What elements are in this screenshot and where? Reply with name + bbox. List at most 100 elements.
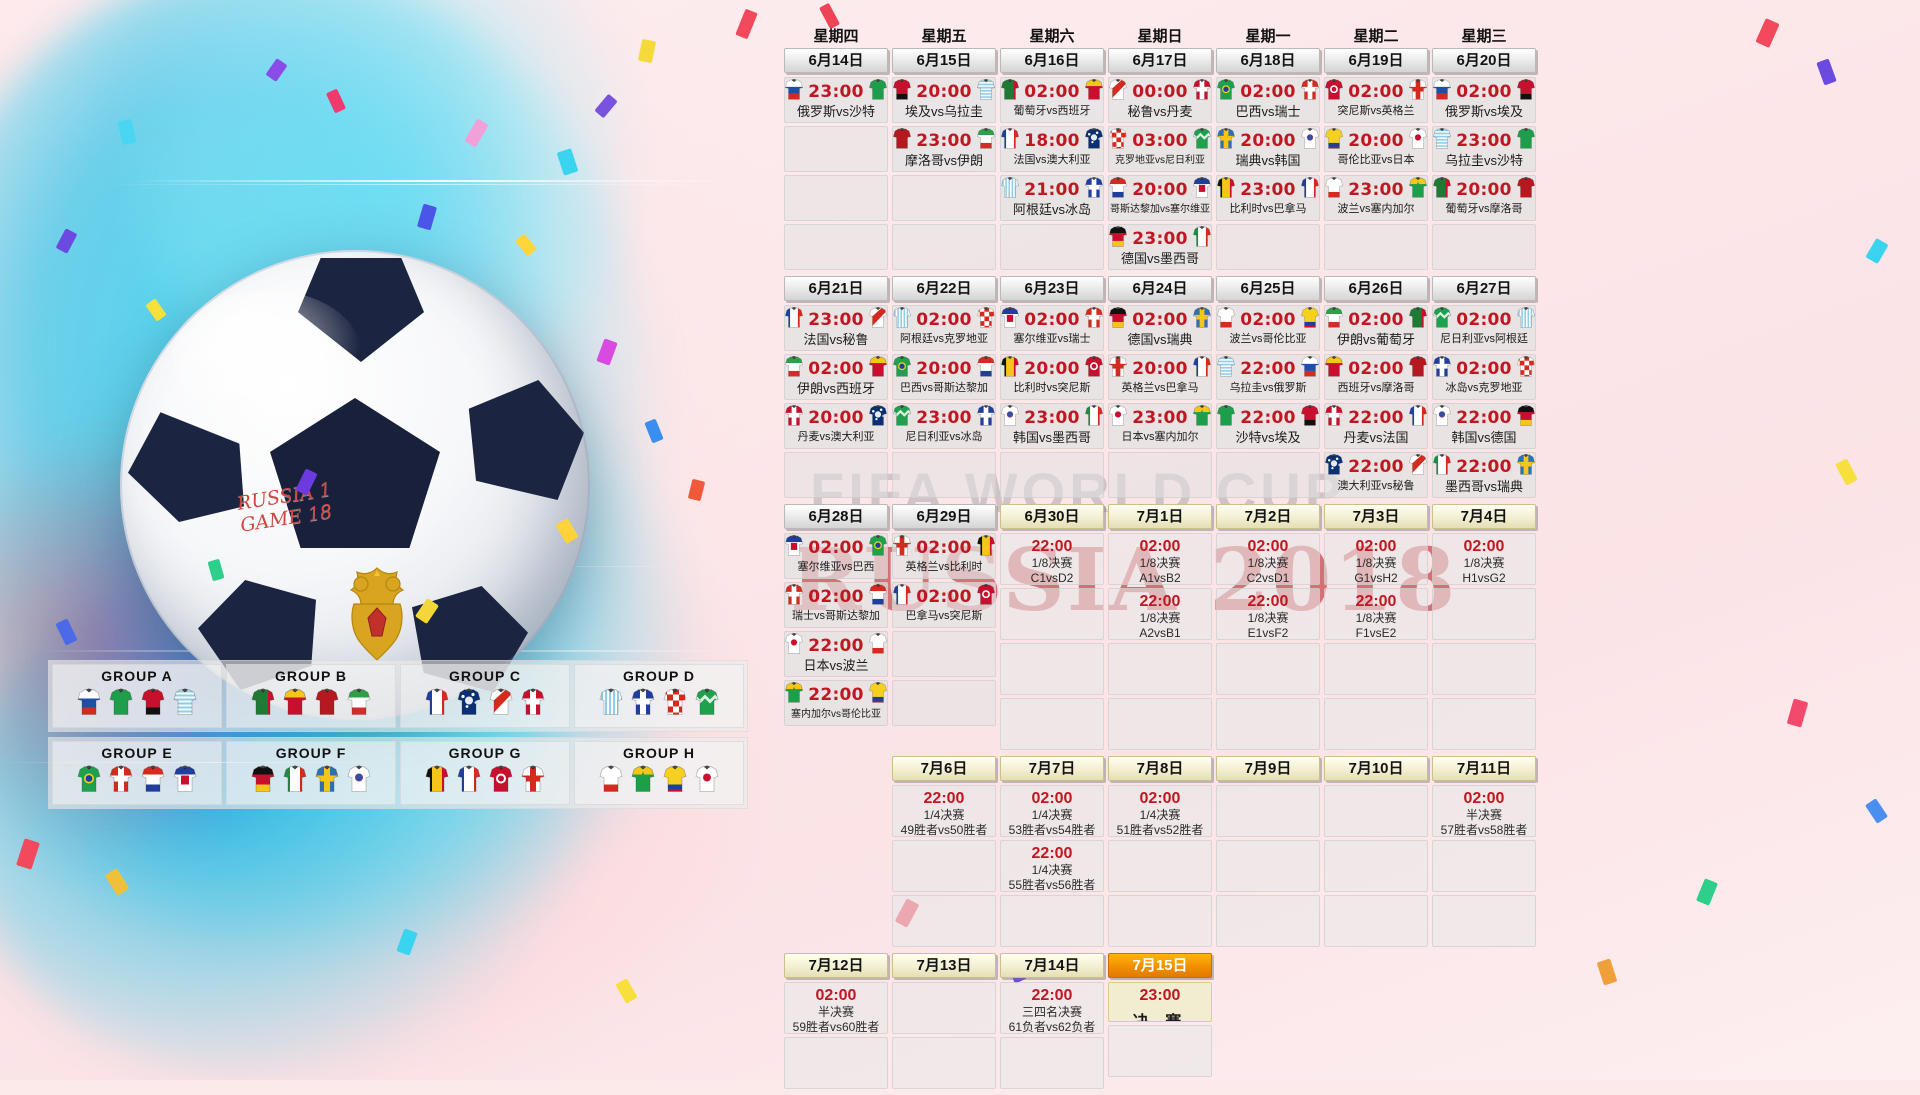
match-cell[interactable]: 23:00 韩国vs墨西哥 bbox=[1000, 403, 1104, 449]
date-header-6月14日[interactable]: 6月14日 bbox=[784, 48, 888, 73]
match-cell[interactable]: 20:00 哥斯达黎加vs塞尔维亚 bbox=[1108, 175, 1212, 221]
match-cell[interactable]: 22:00 塞内加尔vs哥伦比亚 bbox=[784, 680, 888, 726]
match-cell[interactable]: 02:00 俄罗斯vs埃及 bbox=[1432, 77, 1536, 123]
date-header-6月30日[interactable]: 6月30日 bbox=[1000, 504, 1104, 529]
date-header-6月17日[interactable]: 6月17日 bbox=[1108, 48, 1212, 73]
match-cell[interactable]: 22:00 丹麦vs法国 bbox=[1324, 403, 1428, 449]
match-cell[interactable]: 02:00 巴拿马vs突尼斯 bbox=[892, 582, 996, 628]
match-cell[interactable]: 02:00 巴西vs瑞士 bbox=[1216, 77, 1320, 123]
match-cell[interactable]: 02:00 1/4决赛 53胜者vs54胜者 bbox=[1000, 785, 1104, 837]
match-cell[interactable]: 02:00 伊朗vs葡萄牙 bbox=[1324, 305, 1428, 351]
match-cell[interactable]: 22:00 沙特vs埃及 bbox=[1216, 403, 1320, 449]
match-cell[interactable]: 23:00 摩洛哥vs伊朗 bbox=[892, 126, 996, 172]
date-header-6月21日[interactable]: 6月21日 bbox=[784, 276, 888, 301]
match-cell[interactable]: 02:00 波兰vs哥伦比亚 bbox=[1216, 305, 1320, 351]
date-header-7月9日[interactable]: 7月9日 bbox=[1216, 756, 1320, 781]
match-cell[interactable]: 22:00 日本vs波兰 bbox=[784, 631, 888, 677]
date-header-7月3日[interactable]: 7月3日 bbox=[1324, 504, 1428, 529]
match-cell[interactable]: 20:00 巴西vs哥斯达黎加 bbox=[892, 354, 996, 400]
match-cell[interactable]: 02:00 英格兰vs比利时 bbox=[892, 533, 996, 579]
match-cell[interactable]: 22:00 三四名决赛 61负者vs62负者 bbox=[1000, 982, 1104, 1034]
match-cell[interactable]: 02:00 葡萄牙vs西班牙 bbox=[1000, 77, 1104, 123]
match-cell[interactable]: 02:00 瑞士vs哥斯达黎加 bbox=[784, 582, 888, 628]
match-cell[interactable]: 23:00 日本vs塞内加尔 bbox=[1108, 403, 1212, 449]
date-header-7月11日[interactable]: 7月11日 bbox=[1432, 756, 1536, 781]
date-header-7月12日[interactable]: 7月12日 bbox=[784, 953, 888, 978]
group-c[interactable]: GROUP C bbox=[400, 664, 570, 728]
match-cell[interactable]: 22:00 墨西哥vs瑞典 bbox=[1432, 452, 1536, 498]
group-g[interactable]: GROUP G bbox=[400, 741, 570, 805]
match-cell[interactable]: 02:00 塞尔维亚vs瑞士 bbox=[1000, 305, 1104, 351]
group-d[interactable]: GROUP D bbox=[574, 664, 744, 728]
date-header-7月15日[interactable]: 7月15日 bbox=[1108, 953, 1212, 978]
date-header-6月15日[interactable]: 6月15日 bbox=[892, 48, 996, 73]
match-cell[interactable]: 23:00 决 赛 bbox=[1108, 982, 1212, 1022]
match-cell[interactable]: 23:00 波兰vs塞内加尔 bbox=[1324, 175, 1428, 221]
match-cell[interactable]: 22:00 1/8决赛 F1vsE2 bbox=[1324, 588, 1428, 640]
date-header-6月28日[interactable]: 6月28日 bbox=[784, 504, 888, 529]
date-header-6月29日[interactable]: 6月29日 bbox=[892, 504, 996, 529]
date-header-6月20日[interactable]: 6月20日 bbox=[1432, 48, 1536, 73]
match-cell[interactable]: 22:00 乌拉圭vs俄罗斯 bbox=[1216, 354, 1320, 400]
date-header-6月25日[interactable]: 6月25日 bbox=[1216, 276, 1320, 301]
match-cell[interactable]: 02:00 1/4决赛 51胜者vs52胜者 bbox=[1108, 785, 1212, 837]
match-cell[interactable]: 02:00 半决赛 59胜者vs60胜者 bbox=[784, 982, 888, 1034]
match-cell[interactable]: 20:00 哥伦比亚vs日本 bbox=[1324, 126, 1428, 172]
date-header-6月22日[interactable]: 6月22日 bbox=[892, 276, 996, 301]
match-cell[interactable]: 22:00 1/8决赛 E1vsF2 bbox=[1216, 588, 1320, 640]
match-cell[interactable]: 02:00 西班牙vs摩洛哥 bbox=[1324, 354, 1428, 400]
match-cell[interactable]: 02:00 1/8决赛 A1vsB2 bbox=[1108, 533, 1212, 585]
match-cell[interactable]: 23:00 德国vs墨西哥 bbox=[1108, 224, 1212, 270]
match-cell[interactable]: 22:00 1/4决赛 49胜者vs50胜者 bbox=[892, 785, 996, 837]
match-cell[interactable]: 22:00 1/4决赛 55胜者vs56胜者 bbox=[1000, 840, 1104, 892]
date-header-7月10日[interactable]: 7月10日 bbox=[1324, 756, 1428, 781]
match-cell[interactable]: 23:00 尼日利亚vs冰岛 bbox=[892, 403, 996, 449]
match-cell[interactable]: 02:00 冰岛vs克罗地亚 bbox=[1432, 354, 1536, 400]
match-cell[interactable]: 20:00 葡萄牙vs摩洛哥 bbox=[1432, 175, 1536, 221]
match-cell[interactable]: 02:00 1/8决赛 H1vsG2 bbox=[1432, 533, 1536, 585]
match-cell[interactable]: 23:00 乌拉圭vs沙特 bbox=[1432, 126, 1536, 172]
match-cell[interactable]: 02:00 突尼斯vs英格兰 bbox=[1324, 77, 1428, 123]
date-header-6月16日[interactable]: 6月16日 bbox=[1000, 48, 1104, 73]
group-b[interactable]: GROUP B bbox=[226, 664, 396, 728]
match-cell[interactable]: 02:00 德国vs瑞典 bbox=[1108, 305, 1212, 351]
date-header-7月6日[interactable]: 7月6日 bbox=[892, 756, 996, 781]
match-cell[interactable]: 23:00 俄罗斯vs沙特 bbox=[784, 77, 888, 123]
group-h[interactable]: GROUP H bbox=[574, 741, 744, 805]
match-cell[interactable]: 02:00 尼日利亚vs阿根廷 bbox=[1432, 305, 1536, 351]
date-header-6月19日[interactable]: 6月19日 bbox=[1324, 48, 1428, 73]
date-header-7月7日[interactable]: 7月7日 bbox=[1000, 756, 1104, 781]
date-header-6月26日[interactable]: 6月26日 bbox=[1324, 276, 1428, 301]
date-header-7月2日[interactable]: 7月2日 bbox=[1216, 504, 1320, 529]
date-header-6月24日[interactable]: 6月24日 bbox=[1108, 276, 1212, 301]
match-cell[interactable]: 20:00 丹麦vs澳大利亚 bbox=[784, 403, 888, 449]
match-cell[interactable]: 18:00 法国vs澳大利亚 bbox=[1000, 126, 1104, 172]
match-cell[interactable]: 02:00 伊朗vs西班牙 bbox=[784, 354, 888, 400]
date-header-6月23日[interactable]: 6月23日 bbox=[1000, 276, 1104, 301]
match-cell[interactable]: 20:00 瑞典vs韩国 bbox=[1216, 126, 1320, 172]
group-f[interactable]: GROUP F bbox=[226, 741, 396, 805]
match-cell[interactable]: 02:00 1/8决赛 C2vsD1 bbox=[1216, 533, 1320, 585]
group-e[interactable]: GROUP E bbox=[52, 741, 222, 805]
match-cell[interactable]: 20:00 埃及vs乌拉圭 bbox=[892, 77, 996, 123]
date-header-6月27日[interactable]: 6月27日 bbox=[1432, 276, 1536, 301]
date-header-7月13日[interactable]: 7月13日 bbox=[892, 953, 996, 978]
match-cell[interactable]: 02:00 塞尔维亚vs巴西 bbox=[784, 533, 888, 579]
match-cell[interactable]: 00:00 秘鲁vs丹麦 bbox=[1108, 77, 1212, 123]
date-header-6月18日[interactable]: 6月18日 bbox=[1216, 48, 1320, 73]
match-cell[interactable]: 02:00 半决赛 57胜者vs58胜者 bbox=[1432, 785, 1536, 837]
date-header-7月14日[interactable]: 7月14日 bbox=[1000, 953, 1104, 978]
match-cell[interactable]: 22:00 韩国vs德国 bbox=[1432, 403, 1536, 449]
match-cell[interactable]: 02:00 1/8决赛 G1vsH2 bbox=[1324, 533, 1428, 585]
match-cell[interactable]: 22:00 澳大利亚vs秘鲁 bbox=[1324, 452, 1428, 498]
date-header-7月1日[interactable]: 7月1日 bbox=[1108, 504, 1212, 529]
match-cell[interactable]: 22:00 1/8决赛 A2vsB1 bbox=[1108, 588, 1212, 640]
match-cell[interactable]: 21:00 阿根廷vs冰岛 bbox=[1000, 175, 1104, 221]
match-cell[interactable]: 23:00 法国vs秘鲁 bbox=[784, 305, 888, 351]
date-header-7月8日[interactable]: 7月8日 bbox=[1108, 756, 1212, 781]
match-cell[interactable]: 20:00 英格兰vs巴拿马 bbox=[1108, 354, 1212, 400]
match-cell[interactable]: 20:00 比利时vs突尼斯 bbox=[1000, 354, 1104, 400]
match-cell[interactable]: 23:00 比利时vs巴拿马 bbox=[1216, 175, 1320, 221]
match-cell[interactable]: 22:00 1/8决赛 C1vsD2 bbox=[1000, 533, 1104, 585]
match-cell[interactable]: 03:00 克罗地亚vs尼日利亚 bbox=[1108, 126, 1212, 172]
